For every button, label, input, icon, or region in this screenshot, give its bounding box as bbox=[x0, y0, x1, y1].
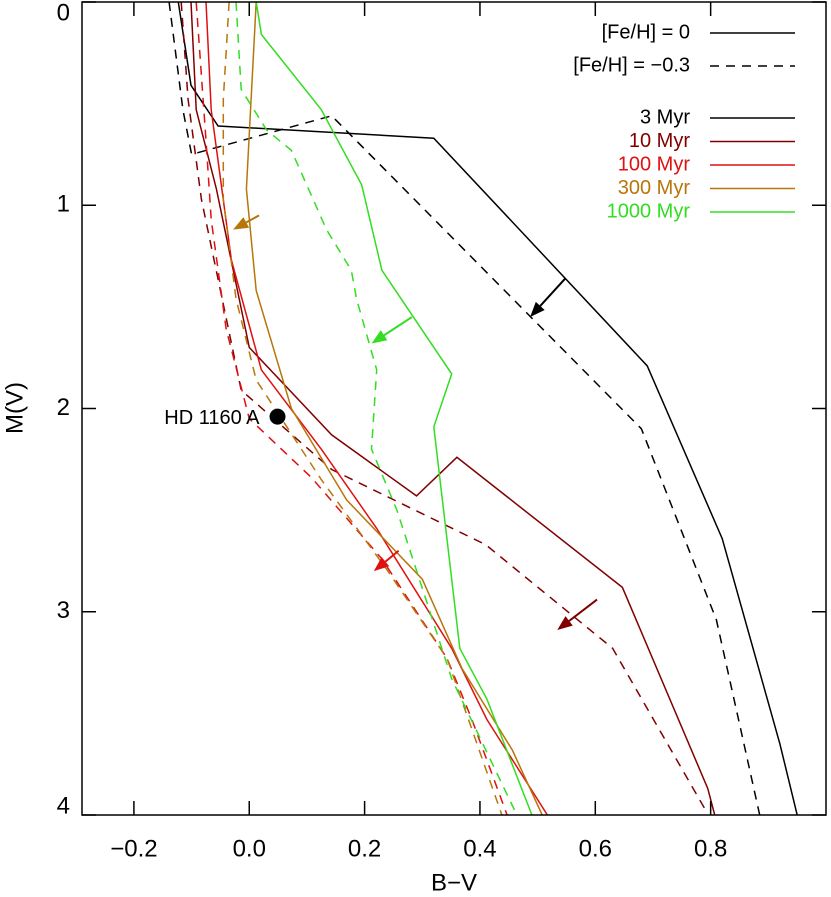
x-tick-label: 0.6 bbox=[579, 835, 612, 862]
legend-label: 100 Myr bbox=[618, 153, 691, 175]
y-tick-label: 1 bbox=[57, 191, 70, 218]
arrow-head bbox=[373, 556, 390, 572]
isochrone bbox=[195, 2, 508, 815]
isochrone bbox=[177, 2, 798, 815]
isochrone bbox=[235, 2, 518, 815]
y-axis-label: M(V) bbox=[1, 382, 28, 434]
isochrone bbox=[255, 2, 533, 815]
isochrone bbox=[168, 2, 761, 815]
arrow bbox=[384, 550, 400, 563]
legend-label: 3 Myr bbox=[640, 106, 690, 128]
isochrone bbox=[245, 2, 543, 815]
x-tick-label: 0.2 bbox=[348, 835, 381, 862]
arrow bbox=[568, 598, 598, 622]
y-tick-label: 3 bbox=[57, 597, 70, 624]
x-tick-label: −0.2 bbox=[110, 835, 157, 862]
isochrone bbox=[205, 2, 549, 815]
arrow-head bbox=[557, 616, 573, 631]
legend-label: [Fe/H] = 0 bbox=[602, 21, 690, 43]
isochrone bbox=[222, 2, 503, 815]
arrow bbox=[383, 316, 413, 337]
legend-label: 1000 Myr bbox=[607, 200, 691, 222]
point-label: HD 1160 A bbox=[164, 407, 260, 429]
y-tick-label: 0 bbox=[57, 0, 70, 26]
arrow-head bbox=[233, 217, 250, 230]
arrow bbox=[245, 214, 260, 224]
legend-label: [Fe/H] = −0.3 bbox=[573, 54, 690, 76]
arrow-head bbox=[371, 330, 388, 344]
x-tick-label: 0.8 bbox=[694, 835, 727, 862]
star-point bbox=[269, 408, 286, 425]
x-tick-label: 0.0 bbox=[233, 835, 266, 862]
y-tick-label: 4 bbox=[57, 792, 70, 819]
isochrone bbox=[180, 2, 706, 810]
x-axis-label: B−V bbox=[431, 869, 477, 896]
legend-label: 10 Myr bbox=[629, 130, 690, 152]
plot-curves bbox=[168, 2, 798, 815]
y-tick-label: 2 bbox=[57, 394, 70, 421]
legend-label: 300 Myr bbox=[618, 177, 691, 199]
isochrone bbox=[190, 2, 716, 815]
arrow bbox=[539, 277, 567, 307]
x-tick-label: 0.4 bbox=[463, 835, 496, 862]
arrow-head bbox=[530, 301, 545, 318]
